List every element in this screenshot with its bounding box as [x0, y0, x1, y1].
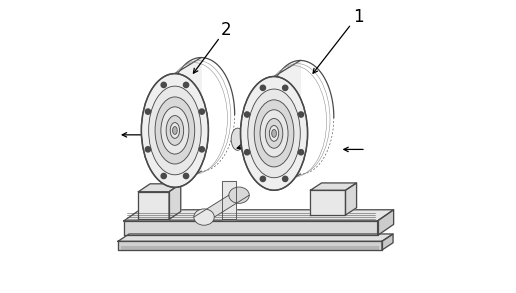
Ellipse shape	[170, 122, 180, 138]
Polygon shape	[311, 190, 346, 215]
Circle shape	[183, 82, 189, 88]
Polygon shape	[138, 184, 181, 192]
Polygon shape	[221, 181, 236, 219]
Ellipse shape	[254, 100, 294, 167]
Polygon shape	[124, 210, 394, 221]
Text: 2: 2	[221, 21, 231, 39]
Ellipse shape	[265, 118, 283, 148]
Polygon shape	[175, 57, 201, 187]
Circle shape	[199, 147, 204, 152]
Ellipse shape	[149, 86, 201, 175]
Polygon shape	[169, 184, 181, 219]
Polygon shape	[138, 192, 169, 219]
Ellipse shape	[229, 187, 249, 203]
Circle shape	[298, 112, 303, 117]
Ellipse shape	[272, 130, 277, 137]
Ellipse shape	[166, 116, 184, 145]
Ellipse shape	[194, 209, 214, 225]
Polygon shape	[382, 234, 393, 250]
Circle shape	[245, 150, 250, 155]
Ellipse shape	[172, 127, 177, 134]
Polygon shape	[346, 183, 357, 215]
Polygon shape	[194, 195, 249, 217]
Circle shape	[298, 150, 303, 155]
Circle shape	[161, 173, 166, 179]
Circle shape	[199, 109, 204, 114]
Polygon shape	[124, 221, 378, 236]
Polygon shape	[274, 60, 300, 190]
Circle shape	[161, 82, 166, 88]
Circle shape	[146, 147, 151, 152]
Polygon shape	[378, 210, 394, 236]
Text: 1: 1	[353, 8, 364, 26]
Circle shape	[260, 85, 266, 91]
Polygon shape	[118, 234, 393, 241]
Ellipse shape	[155, 97, 195, 164]
Ellipse shape	[240, 76, 308, 190]
Circle shape	[283, 85, 288, 91]
Circle shape	[146, 109, 151, 114]
Polygon shape	[311, 183, 357, 190]
Ellipse shape	[260, 110, 288, 157]
Circle shape	[283, 176, 288, 182]
Polygon shape	[118, 241, 382, 250]
Circle shape	[245, 112, 250, 117]
Ellipse shape	[161, 107, 189, 154]
Ellipse shape	[248, 89, 300, 178]
Circle shape	[260, 176, 266, 182]
Ellipse shape	[141, 74, 208, 187]
Ellipse shape	[231, 128, 244, 150]
Ellipse shape	[269, 125, 279, 141]
Circle shape	[183, 173, 189, 179]
